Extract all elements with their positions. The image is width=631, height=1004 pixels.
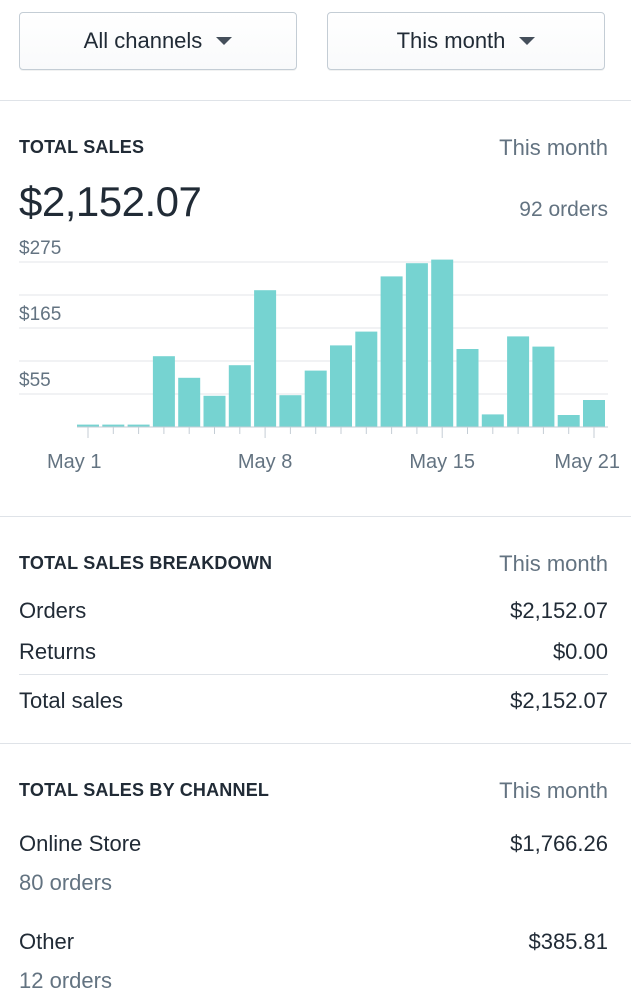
sales-bar-chart: $275 $165 $55 May 1 May 8 May 15 May 21	[19, 240, 620, 473]
channel-filter-label: All channels	[83, 28, 203, 53]
chart-x-tick-label: May 15	[409, 451, 475, 473]
channel-online-store-amount: $1,766.26	[510, 831, 608, 856]
breakdown-returns-label: Returns	[19, 639, 97, 664]
breakdown-total-divider	[19, 674, 608, 675]
chart-bar	[456, 349, 479, 427]
filter-bar: All channels This month	[19, 12, 608, 72]
chart-bar	[431, 259, 454, 427]
chart-bar	[127, 424, 150, 427]
channel-online-store-orders: 80 orders	[19, 870, 112, 895]
chart-bar	[583, 400, 605, 427]
chevron-down-icon	[216, 37, 233, 45]
total-sales-period: This month	[499, 135, 608, 160]
chart-y-tick-label: $165	[19, 304, 61, 325]
channel-other-name: Other	[19, 929, 75, 954]
chart-y-tick-label: $55	[19, 370, 51, 391]
total-sales-title: TOTAL SALES	[19, 137, 145, 157]
chart-bar	[304, 370, 327, 427]
chart-bar	[330, 345, 352, 427]
period-filter-label: This month	[396, 28, 506, 53]
chart-bar	[355, 331, 378, 427]
total-sales-orders: 92 orders	[519, 198, 608, 221]
channel-online-store-name: Online Store	[19, 831, 142, 856]
chart-bar	[557, 415, 580, 427]
chart-bar	[77, 424, 99, 427]
total-sales-amount: $2,152.07	[19, 178, 202, 225]
breakdown-total-value: $2,152.07	[510, 688, 608, 713]
channel-other-orders: 12 orders	[19, 968, 112, 993]
breakdown-orders-value: $2,152.07	[510, 598, 608, 623]
breakdown-orders-label: Orders	[19, 598, 87, 623]
breakdown-period: This month	[499, 551, 608, 576]
channel-filter-dropdown[interactable]: All channels	[19, 12, 297, 70]
chart-bar	[532, 346, 555, 427]
by-channel-title: TOTAL SALES BY CHANNEL	[19, 780, 270, 800]
period-filter-dropdown[interactable]: This month	[327, 12, 605, 70]
chart-bar	[380, 276, 403, 427]
chart-bar	[254, 290, 277, 427]
chart-x-labels: May 1 May 8 May 15 May 21	[47, 451, 620, 473]
breakdown-total-label: Total sales	[19, 688, 123, 713]
section-divider	[0, 516, 631, 517]
section-divider	[0, 100, 631, 101]
chart-y-tick-label: $275	[19, 240, 61, 259]
chart-bar	[481, 414, 504, 427]
chart-bar	[178, 377, 201, 427]
chart-y-labels: $275 $165 $55	[19, 240, 61, 391]
section-divider	[0, 743, 631, 744]
chevron-down-icon	[519, 37, 536, 45]
chart-bar	[405, 263, 428, 427]
chart-bars	[77, 259, 605, 427]
chart-bar	[152, 356, 175, 427]
chart-bar	[228, 365, 251, 427]
chart-bar	[203, 395, 226, 427]
channel-other-amount: $385.81	[528, 929, 608, 954]
chart-x-axis	[77, 426, 608, 438]
chart-x-tick-label: May 1	[47, 451, 101, 473]
chart-bar	[102, 424, 125, 427]
chart-x-tick-label: May 8	[238, 451, 292, 473]
chart-x-tick-label: May 21	[554, 451, 620, 473]
by-channel-period: This month	[499, 778, 608, 803]
chart-bar	[507, 336, 530, 427]
chart-bar	[279, 395, 302, 427]
breakdown-returns-value: $0.00	[552, 639, 608, 664]
breakdown-title: TOTAL SALES BREAKDOWN	[19, 553, 273, 573]
